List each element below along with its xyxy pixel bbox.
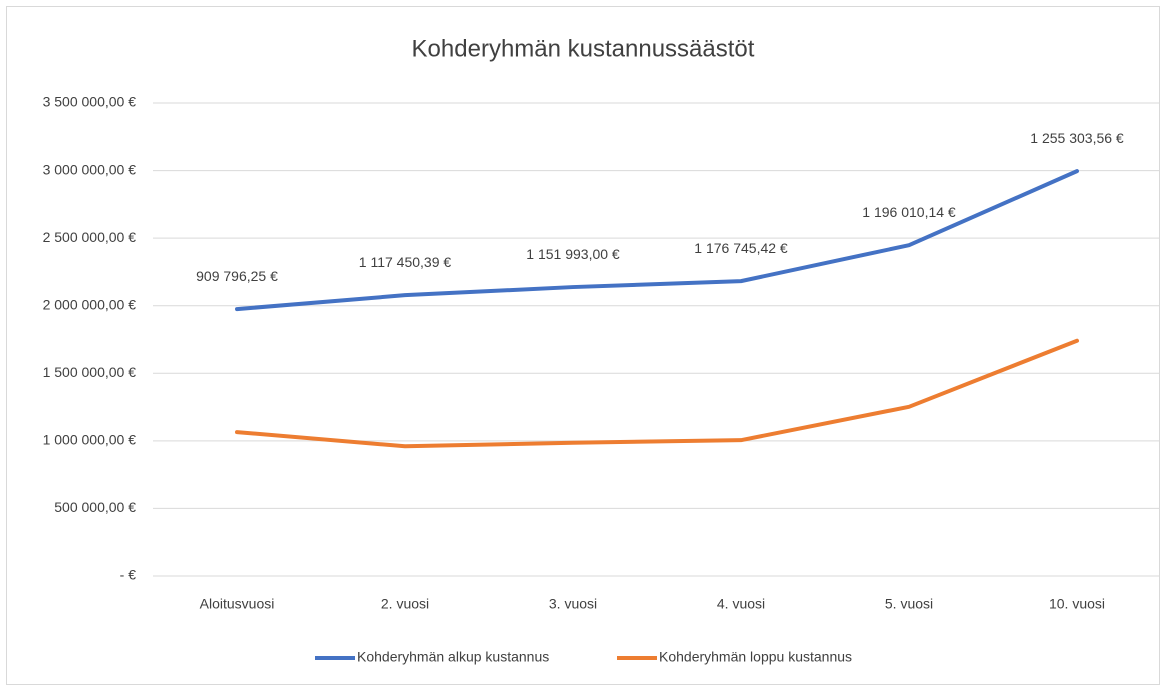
x-tick-label: 3. vuosi: [549, 596, 597, 612]
x-tick-label: Aloitusvuosi: [200, 596, 275, 612]
x-tick-label: 2. vuosi: [381, 596, 429, 612]
x-tick-label: 5. vuosi: [885, 596, 933, 612]
legend-label: Kohderyhmän loppu kustannus: [659, 649, 852, 665]
data-annotation: 1 196 010,14 €: [862, 204, 956, 220]
data-annotation: 909 796,25 €: [196, 268, 278, 284]
data-annotation: 1 255 303,56 €: [1030, 130, 1124, 146]
series-line: [235, 338, 1079, 449]
x-tick-label: 4. vuosi: [717, 596, 765, 612]
data-annotation: 1 176 745,42 €: [694, 240, 788, 256]
y-tick-label: 2 500 000,00 €: [43, 229, 137, 245]
y-tick-label: 1 500 000,00 €: [43, 364, 137, 380]
data-annotation: 1 117 450,39 €: [359, 254, 452, 270]
x-tick-label: 10. vuosi: [1049, 596, 1105, 612]
series-line: [235, 169, 1079, 312]
y-tick-label: - €: [120, 567, 137, 583]
chart-border: [6, 6, 1160, 685]
y-tick-label: 3 000 000,00 €: [43, 161, 137, 177]
chart-title: Kohderyhmän kustannussäästöt: [412, 35, 755, 62]
data-annotation: 1 151 993,00 €: [526, 246, 620, 262]
legend-label: Kohderyhmän alkup kustannus: [357, 649, 549, 665]
y-tick-label: 3 500 000,00 €: [43, 94, 137, 110]
y-tick-label: 2 000 000,00 €: [43, 296, 137, 312]
y-tick-label: 500 000,00 €: [54, 499, 136, 515]
y-tick-label: 1 000 000,00 €: [43, 432, 137, 448]
